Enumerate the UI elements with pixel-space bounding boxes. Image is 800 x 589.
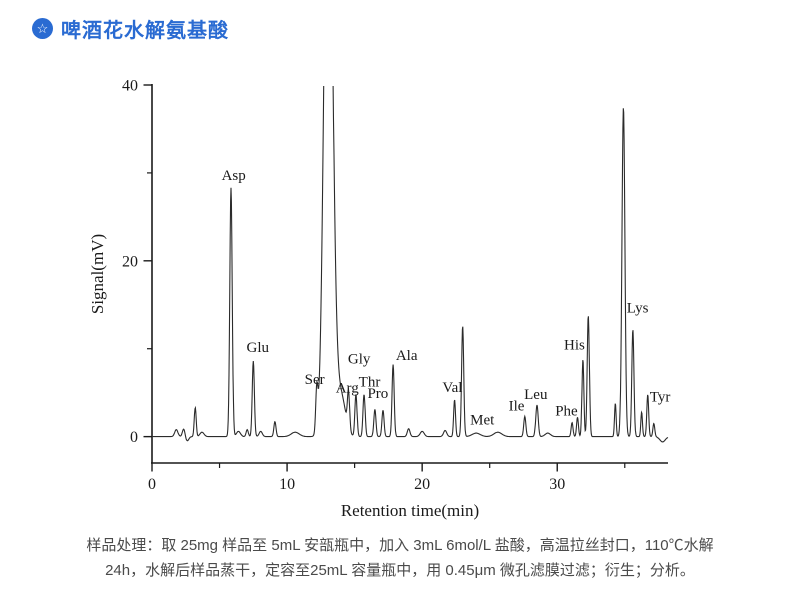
peak-label-leu: Leu (524, 387, 548, 403)
chromatogram-trace (152, 86, 669, 443)
x-tick-label: 30 (549, 476, 565, 493)
x-tick-label: 20 (414, 476, 430, 493)
peak-label-asp: Asp (222, 168, 246, 184)
caption-line-1: 样品处理：取 25mg 样品至 5mL 安瓿瓶中，加入 3mL 6mol/L 盐… (86, 537, 714, 554)
peak-label-phe: Phe (555, 404, 578, 420)
y-axis-ticks: 0 20 40 (122, 78, 152, 446)
peak-label-pro: Pro (367, 386, 388, 402)
y-axis-label: Signal(mV) (88, 234, 107, 314)
chromatogram-chart: 0 20 40 0 10 20 30 Signal(mV) Retention time(… (88, 78, 671, 521)
y-tick-label: 40 (122, 78, 138, 95)
peak-label-thr: Thr (359, 375, 381, 391)
peak-label-arg: Arg (336, 381, 360, 397)
peak-label-tyr: Tyr (650, 389, 671, 405)
y-tick-label: 20 (122, 253, 138, 270)
peak-label-ile: Ile (509, 398, 525, 414)
caption-line-2: 24h，水解后样品蒸干，定容至25mL 容量瓶中，用 0.45μm 微孔滤膜过滤… (105, 562, 695, 579)
x-axis-ticks: 0 10 20 30 (148, 463, 626, 493)
x-axis-label: Retention time(min) (341, 501, 479, 520)
x-tick-label: 0 (148, 476, 156, 493)
sample-preparation-caption: 样品处理：取 25mg 样品至 5mL 安瓿瓶中，加入 3mL 6mol/L 盐… (0, 533, 800, 583)
peak-label-gly: Gly (348, 352, 371, 368)
peak-label-ala: Ala (396, 348, 418, 364)
page-header: ☆ 啤酒花水解氨基酸 (32, 14, 229, 43)
peak-label-ser: Ser (305, 372, 325, 388)
peak-label-glu: Glu (247, 340, 270, 356)
peak-label-lys: Lys (627, 301, 649, 317)
peak-label-his: His (564, 338, 585, 354)
y-tick-label: 0 (130, 429, 138, 446)
star-badge-icon: ☆ (32, 18, 53, 39)
page-title: 啤酒花水解氨基酸 (61, 20, 229, 42)
peak-label-met: Met (470, 412, 495, 428)
peak-label-val: Val (442, 380, 462, 396)
x-tick-label: 10 (279, 476, 295, 493)
